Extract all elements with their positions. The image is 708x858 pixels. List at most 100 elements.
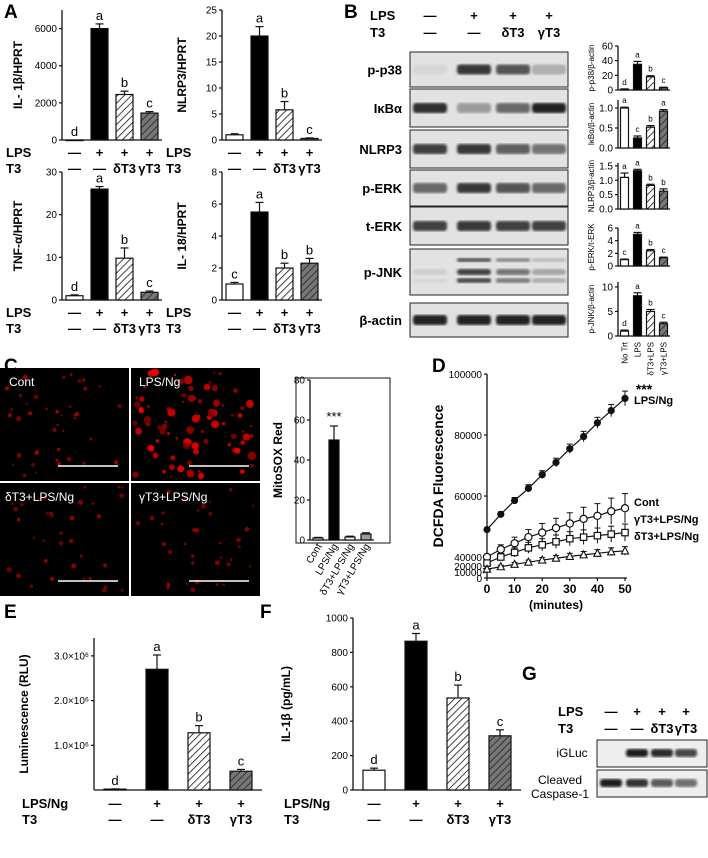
b-quant-5-ytick-label: 10 bbox=[602, 282, 614, 293]
a-chart-2-sig-letter: b bbox=[281, 86, 288, 101]
a-chart-2-row1-value: — bbox=[228, 145, 241, 160]
fluorescent-spot bbox=[214, 560, 220, 566]
fluorescent-spot bbox=[49, 576, 55, 581]
fluorescent-spot bbox=[240, 406, 245, 411]
b-quant-2-sig-letter: a bbox=[622, 96, 627, 105]
d-point bbox=[621, 528, 629, 537]
fluorescent-spot bbox=[237, 413, 243, 418]
fluorescent-spot bbox=[227, 443, 232, 447]
blot-band bbox=[413, 278, 447, 283]
b-quant-5-bar bbox=[658, 323, 669, 337]
b-quant-3-sig-letter: b bbox=[661, 178, 666, 187]
c-chart-ytick-label: 40 bbox=[294, 456, 306, 467]
a-chart-1-row2-label: T3 bbox=[6, 161, 21, 176]
e-chart-row2-value: — bbox=[109, 812, 122, 827]
b-quant-xcat: No Trt bbox=[621, 341, 630, 364]
fluorescent-spot bbox=[135, 427, 142, 435]
a-chart-1-row1-label: LPS bbox=[6, 145, 32, 160]
a-chart-4-sig-letter: b bbox=[281, 247, 288, 262]
panel-b-western-blots: LPS T3 — + + + — — δT3 γT3 p-p38 IκBα NLRP… bbox=[359, 8, 569, 338]
fluorescent-spot bbox=[77, 379, 82, 383]
f-chart-sig-letter: a bbox=[412, 617, 420, 632]
d-point bbox=[565, 519, 575, 528]
fluorescent-spot bbox=[4, 386, 10, 391]
d-ytick-label: 10000 bbox=[454, 568, 482, 579]
d-point bbox=[538, 540, 547, 549]
fluorescent-spot bbox=[215, 583, 219, 586]
fluorescent-spot bbox=[187, 394, 195, 403]
b-quant-1-ylabel: p-p38/β-actin bbox=[587, 45, 596, 92]
fluorescent-spot bbox=[197, 472, 205, 480]
g-blot-band bbox=[600, 779, 622, 787]
g-t3-4: γT3 bbox=[675, 721, 697, 736]
blot-band bbox=[496, 315, 530, 325]
f-chart-row2-label: T3 bbox=[284, 812, 299, 827]
d-point bbox=[565, 551, 575, 560]
a-chart-4-sig-letter: c bbox=[231, 266, 238, 281]
fluorescent-spot bbox=[149, 516, 154, 521]
fluorescent-spot bbox=[182, 400, 185, 403]
fluorescent-spot bbox=[148, 445, 155, 452]
fluorescent-spot bbox=[186, 469, 195, 478]
d-ytick-label: 60000 bbox=[454, 492, 482, 503]
b-quant-3-ylabel: NLRP3/β-actin bbox=[587, 160, 596, 212]
blot-band bbox=[532, 103, 566, 113]
d-ytick-label: 80000 bbox=[454, 431, 482, 442]
e-chart-sig-letter: d bbox=[111, 773, 118, 788]
a-chart-2-row2-value: δT3 bbox=[273, 161, 296, 176]
b-quant-5-sig-letter: b bbox=[648, 298, 653, 307]
g-t3-label: T3 bbox=[558, 721, 573, 736]
g-blot-band bbox=[675, 779, 697, 787]
panel-letter-a: A bbox=[4, 2, 18, 23]
f-chart-sig-letter: b bbox=[454, 669, 461, 684]
fluorescent-spot bbox=[20, 503, 24, 507]
a-chart-3-bar bbox=[115, 257, 134, 301]
fluorescent-spot bbox=[219, 542, 222, 545]
g-t3-2: — bbox=[631, 721, 644, 736]
d-point bbox=[593, 531, 602, 540]
a-chart-3-row1-value: — bbox=[68, 305, 81, 320]
fluorescent-spot bbox=[16, 517, 21, 522]
a-chart-1-row1-value: + bbox=[96, 145, 104, 160]
a-chart-4-row1-label: LPS bbox=[166, 305, 192, 320]
c-chart-ylabel: MitoSOX Red bbox=[271, 422, 285, 498]
g-t3-1: — bbox=[605, 721, 618, 736]
fluorescent-spot bbox=[13, 507, 18, 512]
g-blot-band bbox=[626, 749, 648, 757]
c-chart-bar bbox=[312, 537, 324, 541]
fluorescent-spot bbox=[117, 485, 121, 489]
b-quant-2-bar bbox=[619, 107, 630, 149]
blot-band bbox=[413, 64, 447, 75]
panel-g-western-blots: LPS T3 — + + + — — δT3 γT3 iGLuc Cleaved… bbox=[531, 704, 708, 801]
blot-t3-2: — bbox=[468, 25, 481, 40]
f-chart-ytick-label: 400 bbox=[331, 717, 348, 728]
b-quant-4-ytick-label: 0 bbox=[607, 262, 613, 273]
fluorescent-spot bbox=[241, 430, 245, 433]
blot-band bbox=[413, 258, 447, 262]
image-label-lps-ng: LPS/Ng bbox=[139, 375, 180, 389]
fluorescent-spot bbox=[102, 588, 107, 593]
fluorescent-spot bbox=[197, 469, 201, 473]
a-chart-3-bar bbox=[90, 188, 109, 301]
g-lps-label: LPS bbox=[558, 704, 584, 719]
b-quant-4-bar bbox=[645, 250, 656, 267]
a-chart-3-sig-letter: a bbox=[96, 171, 104, 186]
fluorescent-spot bbox=[160, 522, 164, 526]
d-point bbox=[620, 545, 630, 555]
fluorescent-spot bbox=[173, 373, 177, 377]
fluorescent-spot bbox=[22, 473, 27, 478]
panel-letter-f: F bbox=[260, 602, 272, 623]
fluorescent-spot bbox=[201, 503, 206, 509]
fluorescent-spot bbox=[191, 414, 200, 423]
f-chart-row1-label: LPS/Ng bbox=[284, 796, 330, 811]
a-chart-4-ytick-label: 8 bbox=[211, 168, 217, 179]
fluorescent-spot bbox=[221, 421, 226, 426]
panel-c-mitosox-images: Cont LPS/Ng δT3+LPS/Ng γT3+LPS/Ng bbox=[0, 368, 260, 596]
d-point bbox=[606, 546, 616, 556]
c-chart-frame bbox=[295, 377, 391, 544]
blot-band bbox=[413, 103, 447, 113]
d-xtick-label: 20 bbox=[536, 582, 550, 596]
fluorescent-spot bbox=[91, 502, 94, 506]
b-quant-3-ytick-label: 0.5 bbox=[599, 190, 613, 201]
image-label-dt3: δT3+LPS/Ng bbox=[5, 490, 74, 504]
